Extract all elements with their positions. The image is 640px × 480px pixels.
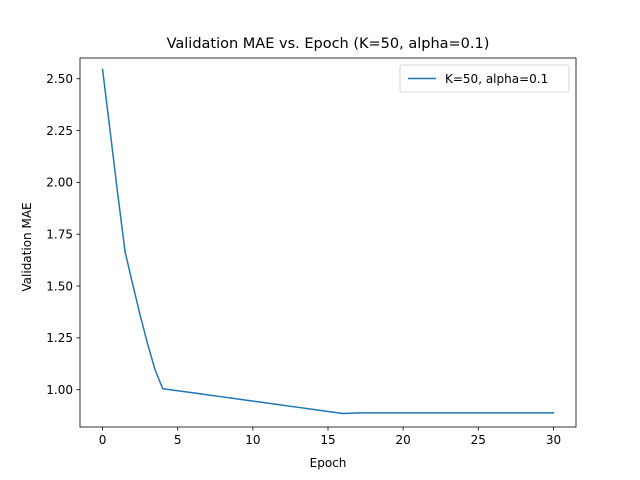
series-line	[101, 68, 555, 415]
y-tick-label: 2.50	[46, 72, 73, 86]
x-tick-label: 30	[546, 433, 561, 447]
legend: K=50, alpha=0.1	[399, 64, 570, 93]
y-axis-label: Validation MAE	[20, 202, 34, 291]
y-tick-label: 1.75	[46, 228, 73, 242]
x-tick-label: 0	[99, 433, 107, 447]
x-axis: 0 5 10 15 20 25 30	[99, 427, 561, 447]
chart-title: Validation MAE vs. Epoch (K=50, alpha=0.…	[167, 36, 490, 52]
y-tick-label: 2.25	[46, 124, 73, 138]
y-tick-label: 1.50	[46, 279, 73, 293]
x-tick-label: 10	[245, 433, 260, 447]
x-tick-label: 20	[396, 433, 411, 447]
legend-box	[399, 64, 570, 93]
x-tick-label: 15	[320, 433, 335, 447]
x-tick-label: 25	[471, 433, 486, 447]
x-axis-label: Epoch	[310, 456, 347, 470]
x-tick-label: 5	[174, 433, 182, 447]
y-tick-label: 1.25	[46, 331, 73, 345]
legend-entry-label: K=50, alpha=0.1	[445, 72, 548, 86]
series-layer	[101, 68, 555, 415]
y-tick-label: 1.00	[46, 383, 73, 397]
y-tick-label: 2.00	[46, 176, 73, 190]
y-axis: 1.00 1.25 1.50 1.75 2.00 2.25 2.50	[46, 72, 80, 397]
